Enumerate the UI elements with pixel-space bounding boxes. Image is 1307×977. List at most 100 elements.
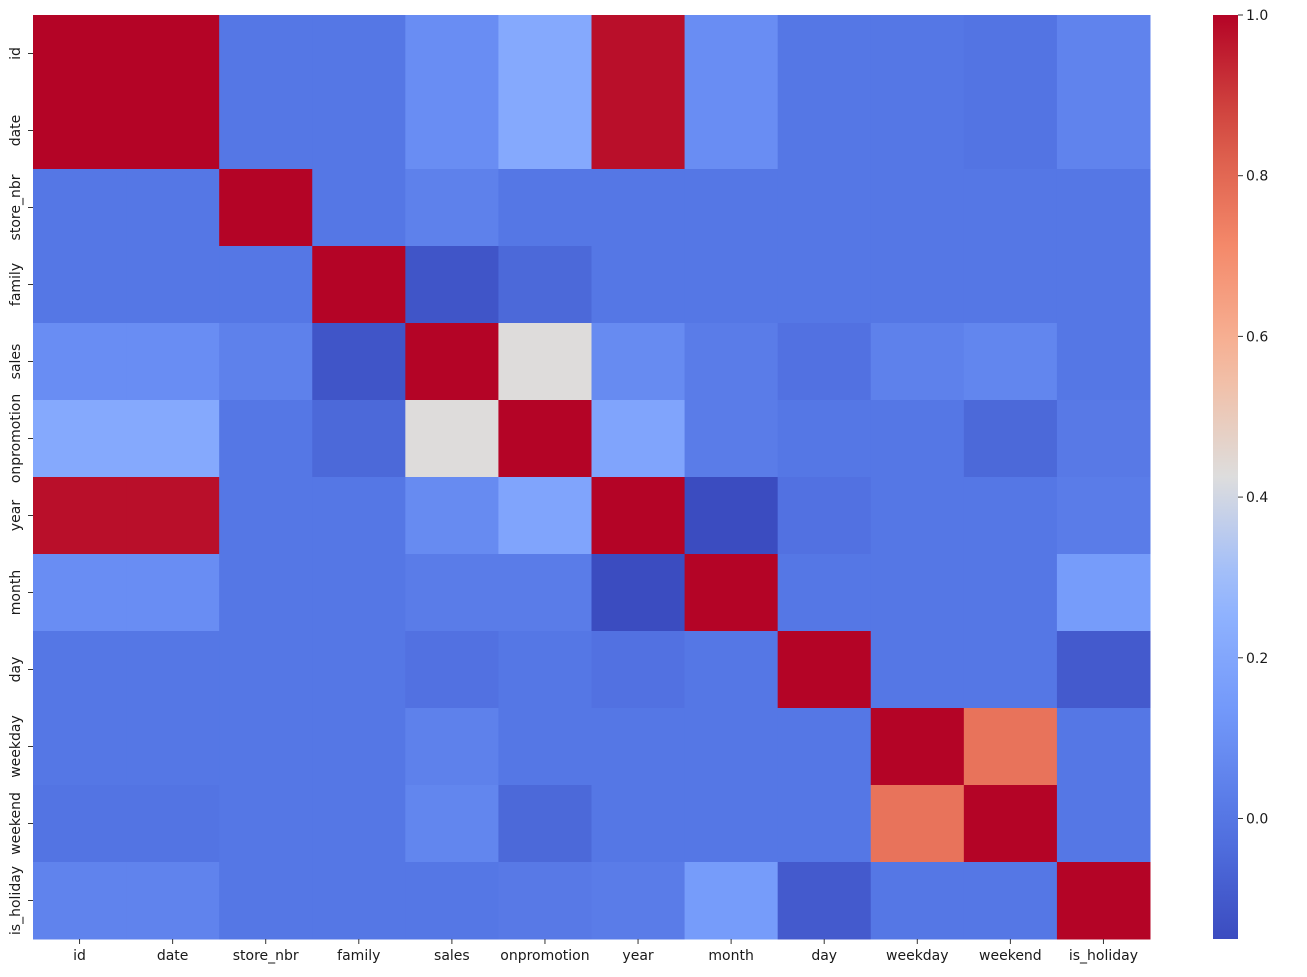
heatmap-cell-year-family [312,477,406,555]
heatmap-cell-weekday-day [777,708,872,786]
heatmap-cell-month-family [312,554,406,632]
heatmap-cell-is_holiday-month [684,862,779,940]
heatmap-cell-store_nbr-weekday [870,169,965,247]
heatmap-cell-store_nbr-weekend [963,169,1058,247]
heatmap-cell-day-day [777,631,872,709]
heatmap-cell-date-family [312,92,406,170]
heatmap-cell-onpromotion-family [312,400,406,478]
heatmap-cell-weekend-id [33,785,127,863]
colorbar-tick-label: 0.8 [1246,169,1268,185]
heatmap-cell-family-family [312,246,406,324]
heatmap-cell-sales-date [126,323,220,401]
heatmap-cell-weekend-store_nbr [219,785,313,863]
y-tick-label: day [8,657,24,683]
heatmap-cell-sales-is_holiday [1056,323,1151,401]
heatmap-cell-weekday-onpromotion [498,708,592,786]
heatmap-cell-weekend-weekday [870,785,965,863]
heatmap-cell-year-weekday [870,477,965,555]
heatmap-cell-date-onpromotion [498,92,592,170]
heatmap-cell-date-sales [405,92,499,170]
heatmap-cell-year-onpromotion [498,477,592,555]
heatmap-cell-family-store_nbr [219,246,313,324]
heatmap-cell-store_nbr-onpromotion [498,169,592,247]
heatmap-cell-weekend-onpromotion [498,785,592,863]
x-tick-label: date [157,948,189,964]
x-tick-label: store_nbr [233,948,299,964]
heatmap-cell-month-day [777,554,872,632]
heatmap-cell-weekend-day [777,785,872,863]
heatmap-cell-day-weekend [963,631,1058,709]
heatmap-cell-day-family [312,631,406,709]
heatmap-cell-id-date [126,15,220,93]
heatmap-cell-id-store_nbr [219,15,313,93]
heatmap-cell-year-weekend [963,477,1058,555]
heatmap-cell-id-sales [405,15,499,93]
x-tick-label: day [811,948,837,964]
heatmap-cell-month-date [126,554,220,632]
y-tick-label: month [8,570,24,615]
heatmap-cell-onpromotion-day [777,400,872,478]
heatmap-cell-onpromotion-date [126,400,220,478]
heatmap-cell-weekday-id [33,708,127,786]
heatmap-cell-date-date [126,92,220,170]
heatmap-cell-id-day [777,15,872,93]
heatmap-cell-id-onpromotion [498,15,592,93]
heatmap-cell-onpromotion-weekend [963,400,1058,478]
heatmap-cell-date-store_nbr [219,92,313,170]
heatmap-cell-id-year [591,15,686,93]
heatmap-cell-onpromotion-store_nbr [219,400,313,478]
y-tick-label: onpromotion [8,394,24,483]
colorbar: 0.0 0.2 0.4 0.6 0.8 1.0 [1213,8,1268,939]
heatmap-cell-store_nbr-id [33,169,127,247]
heatmap-cell-date-weekday [870,92,965,170]
heatmap-cell-is_holiday-weekday [870,862,965,940]
heatmap-cell-weekend-sales [405,785,499,863]
heatmap-cell-weekend-month [684,785,779,863]
heatmap-cell-onpromotion-sales [405,400,499,478]
y-tick-label: year [8,500,24,531]
heatmap-cell-month-sales [405,554,499,632]
heatmap-cell-month-month [684,554,779,632]
heatmap-cell-year-month [684,477,779,555]
heatmap-cell-store_nbr-date [126,169,220,247]
heatmap-cell-family-weekday [870,246,965,324]
heatmap-cell-month-weekend [963,554,1058,632]
heatmap-cell-weekday-date [126,708,220,786]
heatmap-cell-family-weekend [963,246,1058,324]
heatmap-cell-year-id [33,477,127,555]
heatmap-cell-family-onpromotion [498,246,592,324]
heatmap-cell-year-store_nbr [219,477,313,555]
heatmap-cell-weekday-sales [405,708,499,786]
heatmap-cell-date-weekend [963,92,1058,170]
heatmap-cell-weekend-year [591,785,686,863]
heatmap-cell-weekend-weekend [963,785,1058,863]
heatmap-cell-weekday-family [312,708,406,786]
heatmap-cell-onpromotion-id [33,400,127,478]
heatmap-cell-date-year [591,92,686,170]
heatmap-cell-is_holiday-sales [405,862,499,940]
x-tick-label: year [622,948,653,964]
heatmap-cell-is_holiday-year [591,862,686,940]
x-tick-label: weekend [979,948,1042,964]
heatmap-cell-id-weekend [963,15,1058,93]
heatmap-cell-id-family [312,15,406,93]
heatmap-cell-is_holiday-store_nbr [219,862,313,940]
y-tick-label: weekend [8,792,24,855]
heatmap-cell-is_holiday-weekend [963,862,1058,940]
heatmap-cell-month-onpromotion [498,554,592,632]
heatmap-cell-weekday-month [684,708,779,786]
heatmap-cell-sales-day [777,323,872,401]
y-tick-label: sales [8,344,24,380]
heatmap-cells [33,15,1151,940]
heatmap-cell-year-date [126,477,220,555]
heatmap-cell-is_holiday-onpromotion [498,862,592,940]
heatmap-cell-is_holiday-day [777,862,872,940]
heatmap-cell-date-id [33,92,127,170]
heatmap-cell-family-month [684,246,779,324]
heatmap-cell-month-year [591,554,686,632]
y-tick-label: date [8,115,24,147]
heatmap-cell-date-month [684,92,779,170]
y-tick-label: store_nbr [8,174,24,240]
heatmap-cell-id-month [684,15,779,93]
heatmap-cell-store_nbr-year [591,169,686,247]
